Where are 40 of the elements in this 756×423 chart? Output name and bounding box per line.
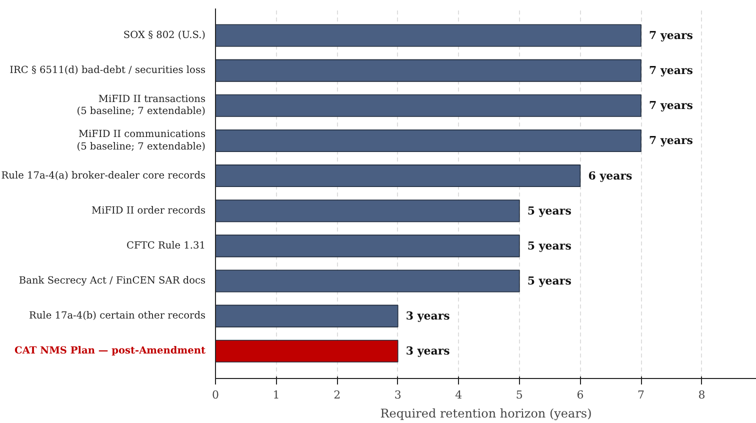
x-tick-label: 2 [334, 388, 341, 402]
data-label: 5 years [527, 204, 572, 218]
data-label: 3 years [406, 344, 450, 358]
x-tick-label: 4 [455, 388, 462, 402]
bar [216, 129, 642, 152]
y-tick-label: MiFID II communications (5 baseline; 7 extendable) [76, 129, 206, 152]
x-axis-title: Required retention horizon (years) [380, 406, 592, 420]
data-label: 7 years [649, 99, 694, 112]
x-tick-label: 7 [638, 388, 645, 402]
y-tick-label: SOX § 802 (U.S.) [123, 30, 206, 42]
y-tick-label: Rule 17a-4(a) broker-dealer core records [1, 170, 206, 182]
data-label: 7 years [649, 134, 694, 148]
data-label: 6 years [588, 169, 632, 182]
y-tick-label: CFTC Rule 1.31 [126, 240, 206, 252]
bar [216, 340, 398, 362]
bar [216, 304, 398, 328]
data-label: 5 years [527, 274, 572, 288]
y-tick-label: MiFID II order records [92, 205, 206, 216]
y-tick-label: Bank Secrecy Act / FinCEN SAR docs [18, 276, 206, 286]
y-tick-label: Rule 17a-4(b) certain other records [29, 310, 206, 322]
data-label: 3 years [406, 310, 450, 323]
x-tick-label: 3 [394, 388, 402, 402]
y-tick-label: CAT NMS Plan — post-Amendment [14, 346, 206, 357]
x-tick-label: 1 [272, 388, 280, 402]
bar [216, 200, 520, 222]
y-tick-label: IRC § 6511(d) bad-debt / securities loss [10, 65, 206, 76]
data-label: 7 years [649, 64, 694, 78]
bar [216, 59, 642, 82]
x-tick-label: 0 [212, 388, 219, 402]
data-label: 5 years [527, 239, 572, 252]
bar [216, 164, 581, 188]
y-tick-label: MiFID II transactions (5 baseline; 7 extendable) [76, 94, 206, 118]
bar [216, 24, 642, 47]
bar [216, 270, 520, 292]
bar [216, 94, 642, 117]
bar [216, 234, 520, 258]
x-tick-label: 8 [698, 388, 706, 402]
data-label: 7 years [649, 29, 694, 42]
x-tick-label: 5 [516, 388, 523, 402]
x-tick-label: 6 [576, 388, 584, 402]
